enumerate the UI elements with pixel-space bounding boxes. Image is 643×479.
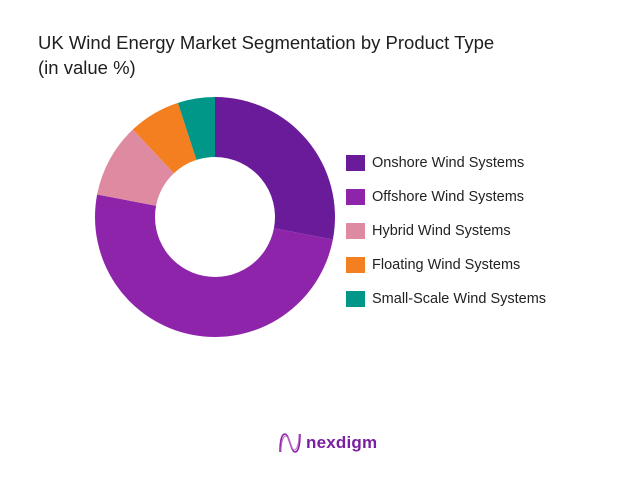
nexdigm-logo-icon (279, 433, 301, 453)
brand-logo: nexdigm (278, 432, 377, 454)
donut-slice-onshore-wind-systems (215, 97, 335, 240)
legend-swatch-icon (346, 257, 365, 273)
legend-label: Small-Scale Wind Systems (372, 291, 547, 307)
legend-item: Offshore Wind Systems (346, 180, 546, 214)
legend-swatch-icon (346, 189, 365, 205)
brand-name: nexdigm (306, 433, 378, 452)
legend-swatch-icon (346, 223, 365, 239)
legend-swatch-icon (346, 291, 365, 307)
donut-slice-offshore-wind-systems (95, 194, 333, 338)
legend-swatch-icon (346, 155, 365, 171)
legend-item: Hybrid Wind Systems (346, 214, 546, 248)
legend-label: Hybrid Wind Systems (372, 223, 511, 239)
legend-item: Small-Scale Wind Systems (346, 282, 546, 316)
chart-title: UK Wind Energy Market Segmentation by Pr… (38, 30, 494, 80)
donut-slice-floating-wind-systems (132, 102, 197, 174)
chart-legend: Onshore Wind Systems Offshore Wind System… (346, 146, 546, 316)
legend-item: Floating Wind Systems (346, 248, 546, 282)
donut-slice-small-scale-wind-systems (177, 97, 215, 160)
legend-label: Floating Wind Systems (372, 257, 521, 273)
legend-item: Onshore Wind Systems (346, 146, 546, 180)
donut-slice-hybrid-wind-systems (97, 129, 174, 206)
chart-title-line2: (in value %) (38, 57, 136, 78)
legend-label: Onshore Wind Systems (372, 155, 525, 171)
donut-chart (95, 97, 335, 338)
legend-label: Offshore Wind Systems (372, 189, 525, 205)
chart-title-line1: UK Wind Energy Market Segmentation by Pr… (38, 32, 495, 53)
